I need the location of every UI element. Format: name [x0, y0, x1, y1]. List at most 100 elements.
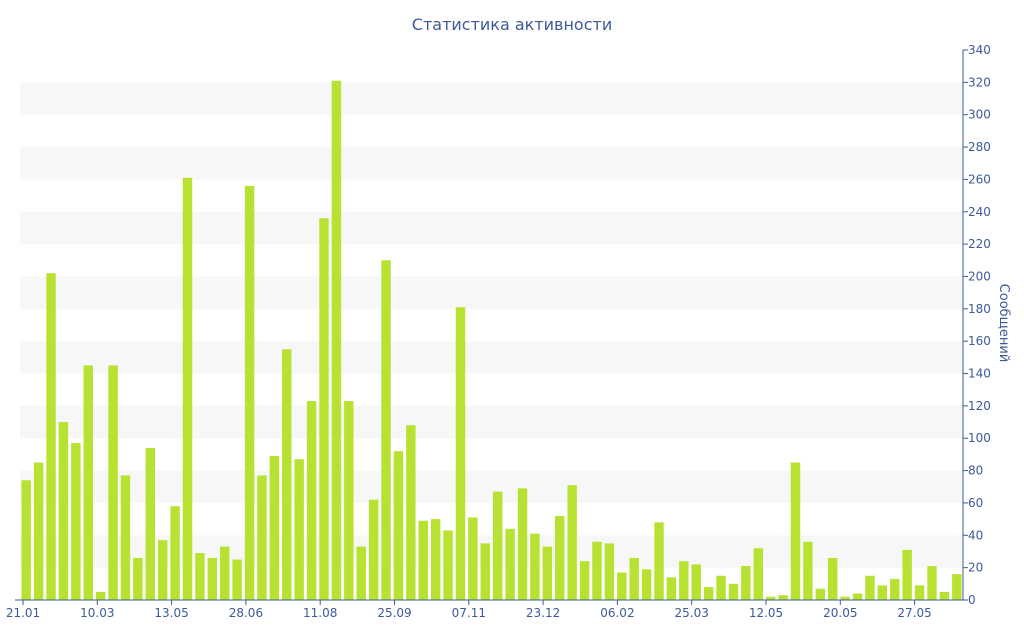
y-tick-label: 280	[968, 140, 991, 154]
y-tick-label: 160	[968, 334, 991, 348]
y-tick-label: 100	[968, 431, 991, 445]
y-tick-label: 320	[968, 75, 991, 89]
bar	[828, 557, 838, 600]
bar	[319, 218, 329, 601]
bar	[604, 543, 615, 600]
x-tick-label: 25.03	[675, 606, 709, 620]
y-tick-label: 200	[968, 269, 991, 283]
x-tick-label: 07.11	[452, 606, 486, 620]
bar	[592, 541, 602, 600]
bar	[505, 528, 515, 600]
y-tick-label: 20	[968, 561, 983, 575]
bar	[331, 80, 342, 601]
bar	[790, 462, 801, 600]
y-tick-label: 80	[968, 464, 983, 478]
y-axis-label: Сообщений	[996, 284, 1011, 363]
bar	[257, 475, 267, 600]
bar	[344, 401, 354, 600]
bar	[865, 575, 875, 600]
y-tick-label: 60	[968, 496, 983, 510]
bar	[157, 540, 168, 600]
bar	[902, 549, 912, 600]
bar	[356, 546, 366, 600]
grid-band	[20, 341, 963, 374]
grid-band	[20, 211, 963, 245]
bar	[182, 177, 193, 601]
grid-band	[20, 147, 963, 180]
bar	[406, 425, 416, 600]
bar	[269, 456, 280, 600]
bar	[306, 401, 317, 600]
bar	[840, 596, 850, 600]
bar	[716, 575, 726, 600]
x-tick-label: 13.05	[154, 606, 188, 620]
y-tick-label: 120	[968, 399, 991, 413]
x-tick-label: 25.09	[377, 606, 411, 620]
bar	[480, 543, 491, 600]
bar	[443, 530, 453, 600]
bars-group	[21, 80, 962, 601]
grid-band	[20, 276, 963, 309]
bar	[728, 583, 739, 600]
bar	[927, 566, 937, 600]
x-tick-label: 10.03	[80, 606, 114, 620]
x-tick-label: 27.05	[897, 606, 931, 620]
x-tick-label: 20.05	[823, 606, 857, 620]
bar	[654, 522, 664, 600]
bar	[170, 506, 180, 600]
y-tick-label: 180	[968, 302, 991, 316]
bar	[939, 591, 950, 600]
bar	[852, 593, 863, 600]
y-tick-label: 340	[968, 43, 991, 57]
y-tick-label: 260	[968, 172, 991, 186]
bar	[58, 422, 69, 600]
bar	[232, 559, 242, 600]
bar	[691, 564, 701, 600]
bar	[579, 561, 590, 600]
bar	[145, 447, 155, 600]
y-tick-label: 240	[968, 205, 991, 219]
bar	[617, 572, 627, 600]
bar	[641, 569, 652, 600]
x-tick-label: 28.06	[229, 606, 263, 620]
bar	[753, 548, 763, 600]
bar	[133, 557, 143, 600]
bar	[244, 185, 255, 600]
bar	[666, 577, 677, 600]
bar	[95, 591, 106, 600]
x-tick-label: 06.02	[600, 606, 634, 620]
bar	[220, 546, 230, 600]
bar	[703, 587, 714, 600]
chart-title: Статистика активности	[412, 15, 612, 34]
x-tick-label: 23.12	[526, 606, 560, 620]
bar	[120, 475, 131, 600]
bar	[468, 517, 478, 600]
grid-band	[20, 405, 963, 439]
bar	[195, 553, 205, 600]
x-tick-label: 11.08	[303, 606, 337, 620]
bar	[46, 273, 56, 600]
bar	[393, 451, 404, 600]
bar	[282, 349, 292, 600]
bar	[492, 491, 503, 600]
bar	[629, 557, 639, 600]
grid-band	[20, 82, 963, 115]
x-tick-label: 12.05	[749, 606, 783, 620]
bar	[877, 585, 888, 600]
bar	[21, 480, 31, 600]
bar	[765, 596, 776, 600]
x-axis: 21.01 10.03 13.05 28.06 11.08 25.09 07.11 23.12…	[6, 599, 968, 620]
y-tick-label: 300	[968, 108, 991, 122]
y-tick-label: 0	[968, 593, 976, 607]
bar	[71, 443, 81, 600]
grid-bands	[20, 82, 963, 568]
bar	[517, 488, 528, 600]
bar	[778, 595, 788, 600]
y-tick-label: 140	[968, 367, 991, 381]
bar	[368, 499, 379, 600]
bar	[815, 588, 826, 600]
y-axis: 0 20 40 60 80 100 120 140 160 180 200 220 240 260 280 3…	[962, 43, 991, 607]
bar	[952, 574, 962, 600]
